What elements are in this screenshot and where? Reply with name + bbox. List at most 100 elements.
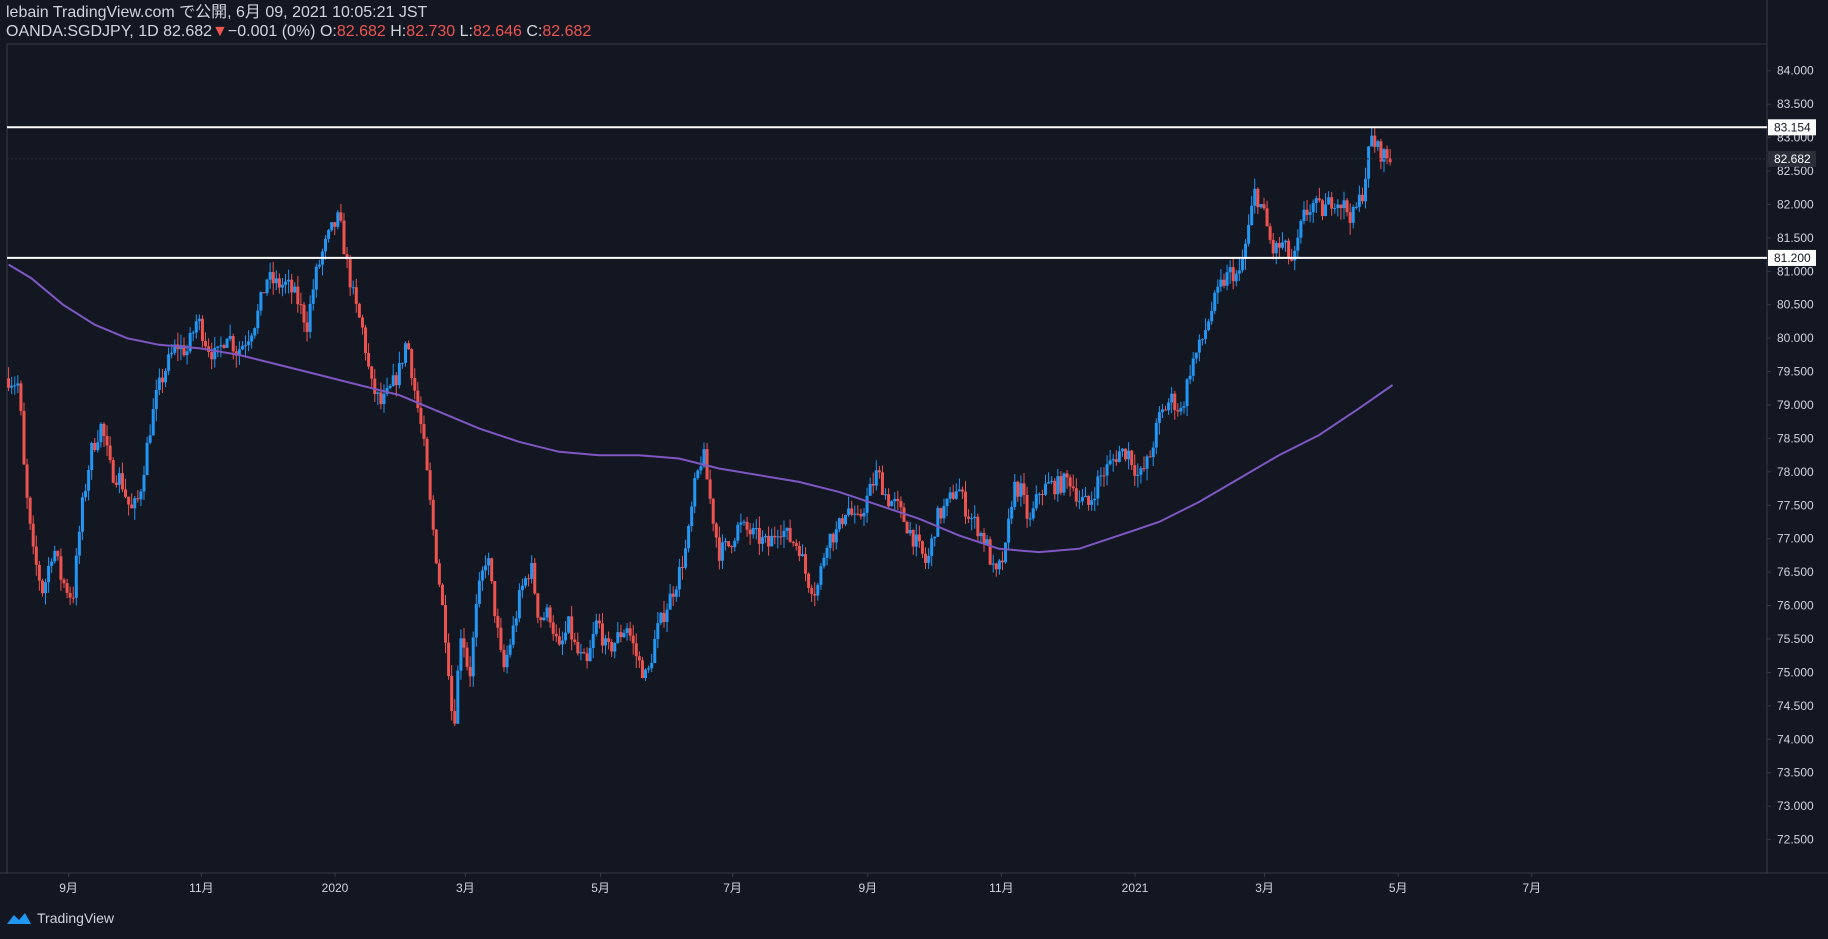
candle-body: [44, 582, 48, 594]
candle-body: [631, 635, 635, 644]
candle-body: [164, 370, 168, 383]
candle-body: [994, 563, 998, 570]
candle-body: [1219, 279, 1223, 287]
candle-body: [665, 609, 669, 622]
candle-body: [330, 222, 334, 231]
candle-body: [407, 343, 411, 350]
x-tick-label: 5月: [591, 881, 610, 895]
candle-body: [856, 513, 860, 515]
candle-body: [1007, 518, 1011, 543]
candle-body: [1044, 483, 1048, 495]
candle-body: [939, 508, 943, 519]
candle-body: [853, 513, 857, 515]
candle-body: [874, 470, 878, 486]
brand-label[interactable]: TradingView: [37, 910, 115, 926]
candle-body: [247, 341, 251, 346]
high-label: H:: [390, 23, 407, 40]
y-tick-label: 74.000: [1777, 732, 1814, 746]
candle-body: [1117, 451, 1121, 462]
candle-body: [127, 496, 131, 505]
candle-body: [1050, 480, 1054, 483]
candle-body: [13, 385, 17, 387]
candle-body: [496, 616, 500, 628]
candle-body: [696, 470, 700, 479]
candle-body: [197, 318, 201, 322]
candle-body: [484, 565, 488, 571]
candle-body: [1250, 205, 1254, 226]
candle-body: [1364, 178, 1368, 202]
candle-body: [862, 512, 866, 517]
publisher-line: lebain TradingView.com で公開, 6月 09, 2021 …: [6, 4, 428, 21]
candle-body: [87, 470, 91, 491]
candle-body: [644, 669, 648, 678]
candle-body: [425, 438, 429, 471]
candle-body: [268, 272, 272, 280]
candle-body: [142, 474, 146, 492]
candle-body: [800, 554, 804, 557]
candle-body: [1197, 339, 1201, 353]
candle-body: [1013, 481, 1017, 507]
candle-body: [108, 445, 112, 461]
candle-body: [287, 279, 291, 282]
candle-body: [1376, 141, 1380, 147]
candle-body: [1031, 508, 1035, 519]
level-price-tag: [1768, 119, 1816, 136]
candle-body: [893, 498, 897, 502]
candle-body: [573, 639, 577, 643]
candle-body: [182, 345, 186, 356]
candle-body: [579, 652, 583, 654]
candle-body: [1062, 473, 1066, 493]
x-tick-label: 11月: [189, 881, 213, 895]
y-tick-label: 80.000: [1777, 331, 1814, 345]
candle-body: [717, 537, 721, 561]
candle-body: [1037, 494, 1041, 496]
candle-body: [1244, 243, 1248, 259]
candle-body: [616, 632, 620, 643]
candle-body: [684, 548, 688, 568]
candle-body: [828, 533, 832, 548]
candle-body: [1234, 273, 1238, 282]
low-label: L:: [459, 23, 473, 40]
candle-body: [1160, 409, 1164, 413]
candle-body: [905, 521, 909, 534]
y-tick-label: 79.500: [1777, 365, 1814, 379]
candle-body: [471, 637, 475, 677]
y-tick-label: 77.500: [1777, 498, 1814, 512]
symbol-interval[interactable]: OANDA:SGDJPY, 1D: [6, 23, 159, 40]
candle-body: [120, 473, 124, 490]
candle-body: [822, 557, 826, 567]
candle-body: [954, 491, 958, 499]
candle-body: [77, 531, 81, 556]
candle-body: [382, 393, 386, 405]
candle-body: [1324, 204, 1328, 217]
candle-body: [351, 287, 355, 289]
level-price-label: 83.154: [1774, 120, 1811, 134]
y-tick-label: 75.000: [1777, 665, 1814, 679]
tradingview-logo-icon: [7, 913, 31, 924]
candle-body: [1120, 448, 1124, 452]
candle-body: [1222, 279, 1226, 286]
candle-body: [797, 545, 801, 557]
candle-body: [274, 278, 278, 284]
candle-body: [1265, 208, 1269, 227]
candle-body: [99, 423, 103, 443]
candle-body: [1228, 267, 1232, 273]
candle-body: [65, 583, 69, 594]
candle-body: [668, 593, 672, 610]
candle-body: [216, 346, 220, 348]
candle-body: [1336, 204, 1340, 209]
candle-body: [84, 490, 88, 498]
candle-body: [539, 617, 543, 621]
candle-body: [1071, 486, 1075, 489]
candle-body: [1200, 338, 1204, 340]
candle-body: [745, 521, 749, 530]
candle-body: [997, 560, 1001, 570]
y-tick-label: 78.500: [1777, 431, 1814, 445]
candle-body: [865, 495, 869, 513]
candle-body: [1173, 393, 1177, 411]
candle-body: [625, 628, 629, 633]
candle-body: [724, 541, 728, 543]
candle-body: [191, 332, 195, 334]
candle-body: [1056, 476, 1060, 495]
